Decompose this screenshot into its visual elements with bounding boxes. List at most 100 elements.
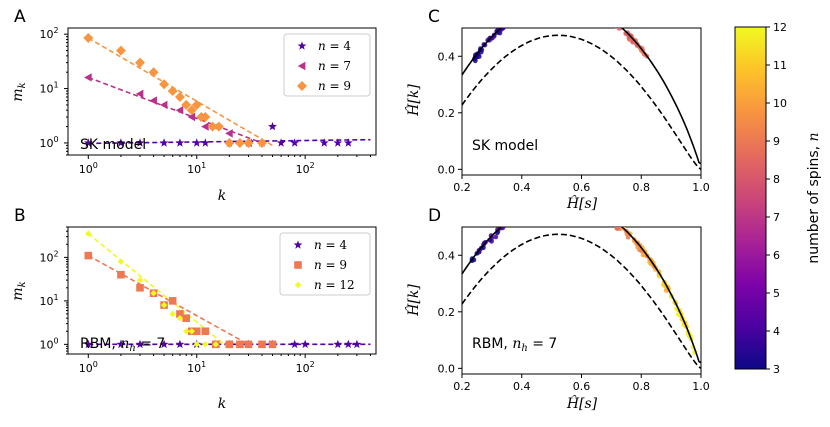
data-point-c bbox=[516, 15, 521, 20]
legend-b-box bbox=[279, 232, 371, 296]
y-tick-label-a: 101 bbox=[39, 81, 58, 96]
data-point-d bbox=[533, 205, 538, 210]
data-point-d bbox=[597, 212, 602, 217]
ylabel-b-text: mk bbox=[10, 281, 28, 300]
data-point-a-0 bbox=[83, 138, 93, 147]
ylabel-a-text: mk bbox=[10, 82, 28, 101]
data-point-d bbox=[510, 216, 515, 221]
data-point-c bbox=[554, 1, 559, 6]
data-point-c bbox=[530, 7, 535, 12]
data-point-c bbox=[561, 1, 566, 6]
data-point-c bbox=[580, 3, 585, 8]
upper-bound-curve-c bbox=[462, 28, 701, 165]
y-tick-label-b-base: 10 bbox=[39, 338, 53, 351]
data-point-d bbox=[524, 211, 529, 216]
rbm-nh-val-d: = 7 bbox=[528, 336, 558, 352]
data-point-d bbox=[675, 312, 681, 317]
rbm-nh-val-b: = 7 bbox=[136, 336, 166, 352]
data-point-c bbox=[529, 5, 534, 10]
data-point-c bbox=[559, 0, 564, 3]
data-point-c bbox=[615, 23, 620, 28]
data-point-d bbox=[607, 219, 612, 224]
data-point-b-0 bbox=[135, 339, 145, 349]
data-point-b-1 bbox=[117, 270, 125, 279]
ylabel-a-m: m bbox=[10, 88, 26, 101]
colorbar-tick-label: 6 bbox=[773, 249, 780, 262]
data-point-c bbox=[564, 1, 569, 6]
data-point-d bbox=[507, 220, 512, 225]
x-tick-label-a-base: 10 bbox=[187, 163, 201, 176]
data-point-c bbox=[594, 7, 599, 12]
y-tick-label-b-base: 10 bbox=[39, 295, 53, 308]
data-point-c bbox=[602, 12, 607, 17]
legend-a-n9-val: = 9 bbox=[326, 79, 351, 93]
data-point-d bbox=[618, 222, 623, 227]
data-point-c bbox=[608, 19, 613, 24]
data-point-d bbox=[602, 211, 607, 216]
data-point-c bbox=[606, 15, 611, 20]
data-point-c bbox=[586, 7, 591, 12]
panel-b-plot bbox=[83, 230, 371, 350]
data-point-b-2 bbox=[176, 314, 184, 322]
data-point-b-2 bbox=[169, 310, 176, 318]
data-point-c bbox=[548, 1, 553, 6]
data-point-d bbox=[549, 200, 554, 205]
data-point-d bbox=[640, 252, 646, 258]
legend-b-n9-val: = 9 bbox=[322, 258, 347, 272]
lower-bound-curve-d bbox=[462, 233, 701, 369]
data-point-c bbox=[509, 18, 514, 23]
data-point-c bbox=[596, 8, 601, 13]
rbm-nh-sub-b: h bbox=[129, 343, 135, 354]
data-point-d bbox=[508, 218, 513, 223]
panel-letter-c: C bbox=[428, 7, 440, 27]
data-point-c bbox=[558, 0, 563, 4]
data-point-c bbox=[554, 3, 559, 8]
data-point-c bbox=[591, 9, 596, 14]
colorbar-tick-label: 11 bbox=[773, 59, 787, 72]
data-point-b-1 bbox=[258, 340, 266, 349]
data-point-c bbox=[472, 58, 478, 64]
data-point-d bbox=[599, 209, 604, 214]
data-point-c bbox=[528, 11, 533, 16]
data-point-c bbox=[548, 2, 553, 7]
data-point-c bbox=[531, 4, 536, 9]
ylabel-b: mk bbox=[10, 281, 28, 300]
data-point-d bbox=[635, 244, 640, 250]
data-point-d bbox=[553, 198, 558, 203]
data-point-c bbox=[556, 0, 561, 4]
data-point-c bbox=[551, 4, 556, 9]
data-point-a-0 bbox=[200, 138, 210, 147]
x-tick-label-b-exp: 0 bbox=[93, 360, 98, 369]
data-point-c bbox=[553, 4, 558, 9]
panel-a-plot bbox=[83, 33, 371, 148]
legend-b-n4: n = 4 bbox=[314, 238, 347, 252]
data-point-a-0 bbox=[192, 138, 202, 147]
colorbar-tick-label: 10 bbox=[773, 97, 787, 110]
legend-b-marker bbox=[294, 261, 302, 269]
data-point-a-2 bbox=[213, 121, 224, 132]
y-tick-label-c: 0.0 bbox=[438, 163, 456, 176]
legend-b-marker bbox=[294, 281, 302, 289]
data-point-d bbox=[510, 214, 515, 219]
ylabel-b-sub: k bbox=[17, 281, 28, 287]
data-point-c bbox=[546, 1, 551, 6]
legend-a-n7-val: = 7 bbox=[326, 59, 351, 73]
data-point-c bbox=[555, 0, 560, 3]
data-point-c bbox=[534, 7, 539, 12]
data-point-c bbox=[610, 17, 615, 22]
data-point-a-1 bbox=[187, 112, 196, 122]
data-point-c bbox=[578, 2, 583, 7]
data-point-a-1 bbox=[149, 96, 157, 105]
y-tick-label-b-exp: 0 bbox=[53, 336, 58, 345]
data-point-c bbox=[610, 18, 615, 23]
y-tick-label-c: 0.2 bbox=[438, 107, 456, 120]
data-point-d bbox=[533, 203, 538, 208]
colorbar-label: number of spins, n bbox=[806, 132, 822, 263]
data-point-d bbox=[511, 215, 516, 220]
colorbar-label-text: number of spins, bbox=[806, 141, 822, 263]
data-point-a-2 bbox=[148, 67, 159, 78]
data-point-c bbox=[589, 6, 594, 11]
x-tick-label-b: 101 bbox=[187, 360, 206, 375]
data-point-c bbox=[616, 23, 621, 28]
